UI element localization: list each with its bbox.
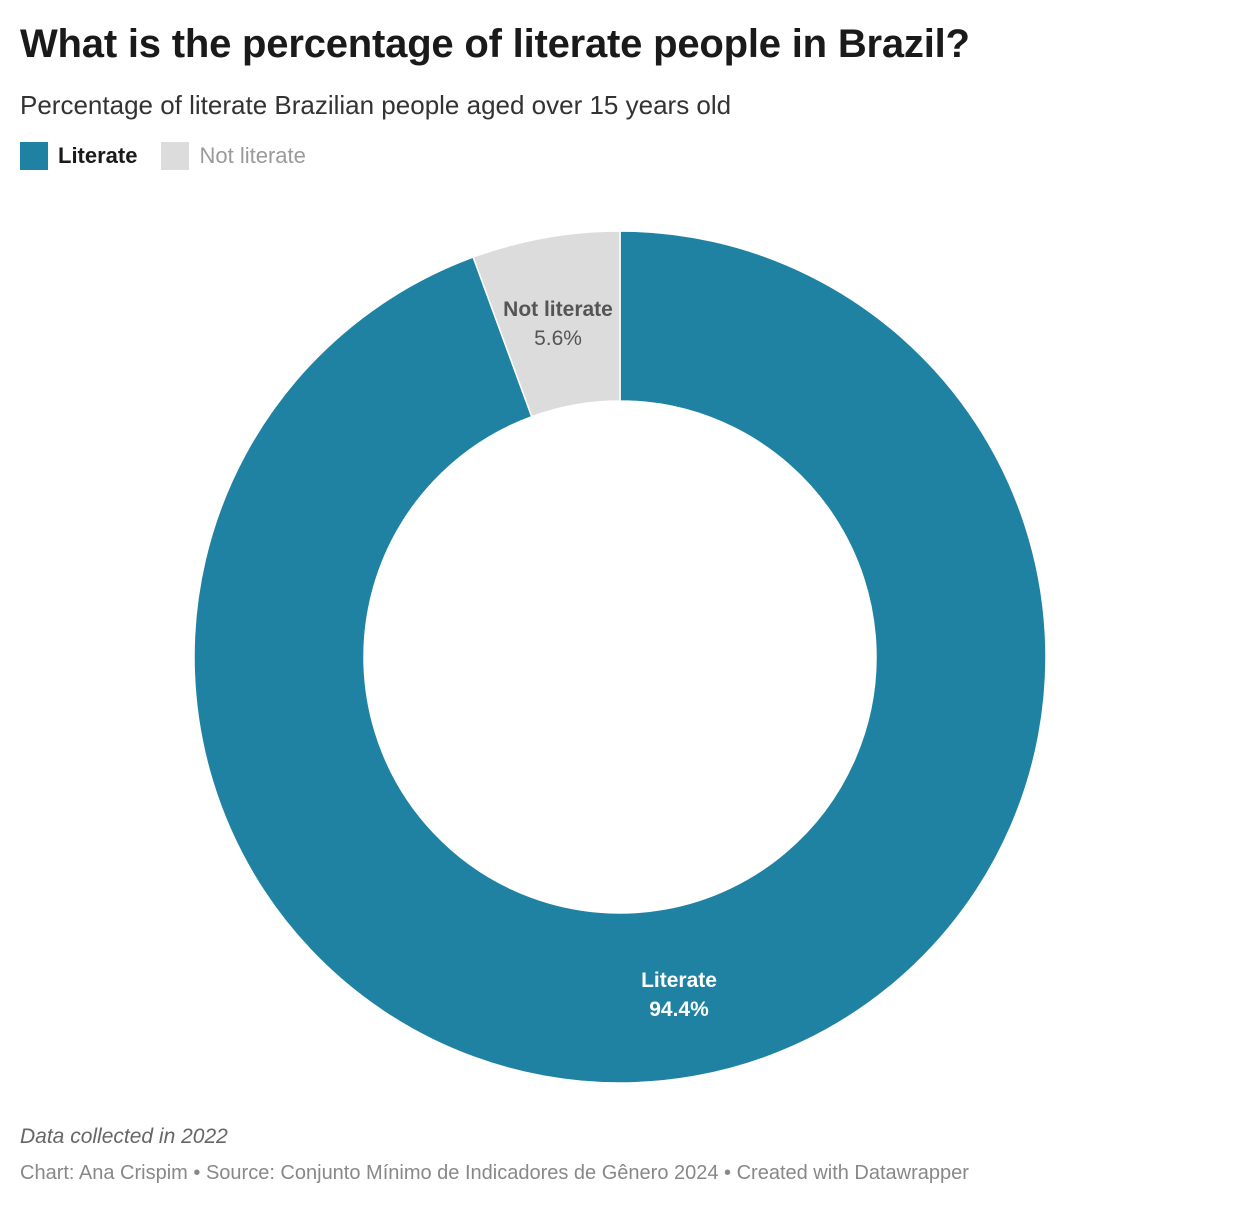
data-note: Data collected in 2022 (20, 1125, 228, 1148)
donut-slice-not-literate[interactable] (472, 230, 621, 418)
chart-credits: Chart: Ana Crispim • Source: Conjunto Mí… (20, 1162, 969, 1184)
legend-label-literate: Literate (58, 143, 138, 168)
legend-swatch-literate (20, 142, 48, 170)
legend-item-not-literate[interactable]: Not literate (161, 142, 306, 170)
legend-label-not-literate: Not literate (199, 143, 306, 168)
legend-swatch-not-literate (161, 142, 190, 170)
chart-subtitle: Percentage of literate Brazilian people … (20, 90, 732, 120)
slice-label-literate: Literate (641, 969, 717, 992)
slice-label-not-literate: Not literate (503, 298, 613, 321)
donut-slice-literate[interactable] (193, 230, 1047, 1084)
chart-title: What is the percentage of literate peopl… (20, 22, 970, 66)
slice-value-not-literate: 5.6% (534, 327, 582, 350)
legend: Literate Not literate (20, 142, 330, 170)
legend-item-literate[interactable]: Literate (20, 142, 137, 170)
slice-value-literate: 94.4% (649, 998, 709, 1021)
